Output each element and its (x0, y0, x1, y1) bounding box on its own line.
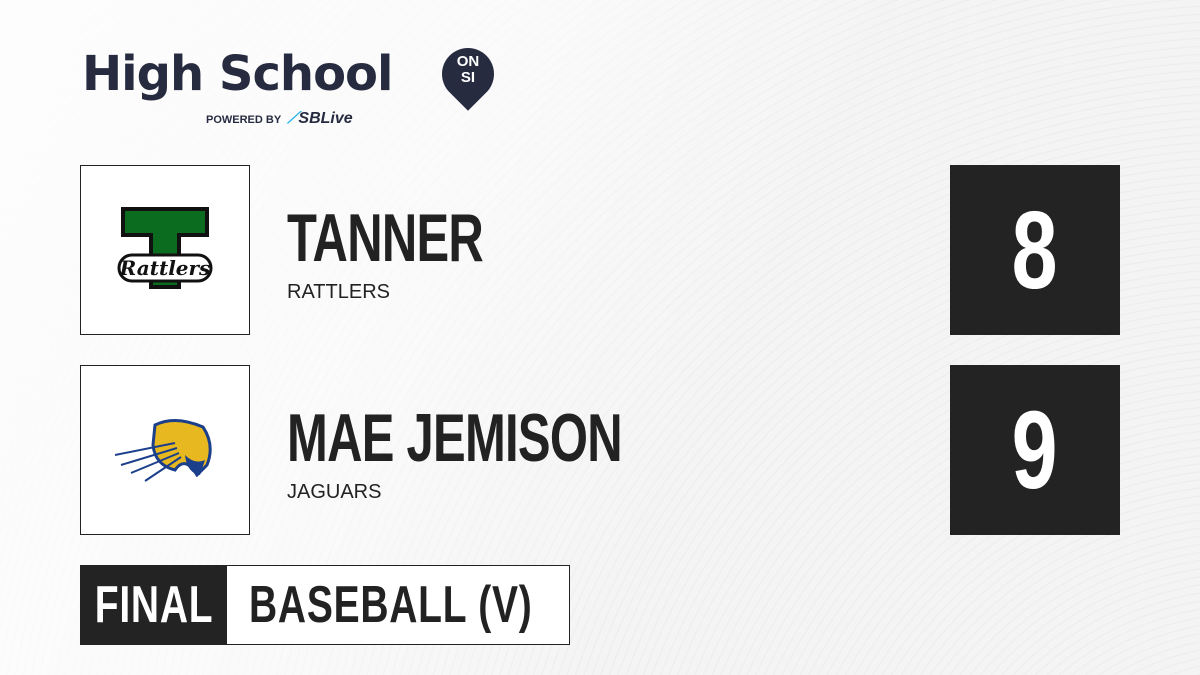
team-score: 9 (950, 365, 1120, 535)
svg-text:Rattlers: Rattlers (119, 256, 211, 280)
game-status-bar: FINAL BASEBALL (V) (80, 565, 570, 645)
team-logo-mae-jemison (80, 365, 250, 535)
team-name: TANNER (287, 200, 484, 276)
team-mascot: JAGUARS (287, 481, 382, 503)
team-logo-tanner: Rattlers (80, 165, 250, 335)
sport-label: BASEBALL (V) (249, 576, 533, 634)
on-si-badge: ON SI (456, 53, 480, 86)
team-score: 8 (950, 165, 1120, 335)
rattlers-logo-icon: Rattlers (117, 207, 213, 289)
jaguar-logo-icon (115, 419, 212, 482)
team-mascot: RATTLERS (287, 281, 390, 303)
high-school-on-si-logo: High School ON SI POWERED BY ⟋SBLive (82, 37, 505, 127)
team-name: MAE JEMISON (287, 400, 623, 476)
final-status: FINAL (81, 566, 227, 644)
powered-by: POWERED BY ⟋SBLive (206, 110, 353, 127)
brand-title: High School (82, 46, 393, 102)
sblive-logo: ⟋SBLive (287, 110, 353, 127)
